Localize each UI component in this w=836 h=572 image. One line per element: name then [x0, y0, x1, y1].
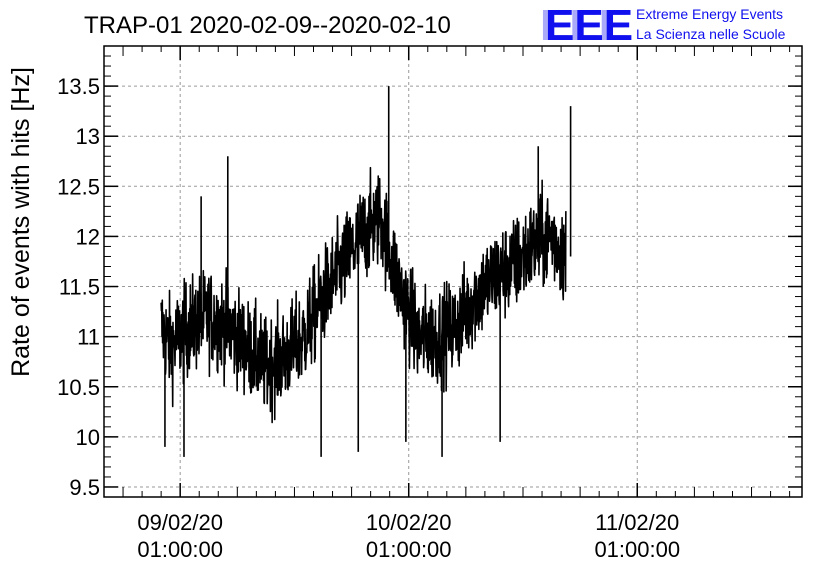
x-tick-labels: 09/02/2001:00:0010/02/2001:00:0011/02/20…: [137, 510, 680, 562]
logo-line-2: La Scienza nelle Scuole: [636, 26, 786, 42]
y-tick-label: 11.5: [59, 275, 100, 300]
y-axis-label: Rate of events with hits [Hz]: [7, 67, 35, 377]
y-tick-label: 12.5: [57, 174, 100, 199]
x-tick-date: 09/02/20: [137, 510, 223, 535]
logo-shadow: EEE: [540, 1, 628, 50]
y-tick-label: 9.5: [69, 475, 100, 500]
logo-mark: EEE: [545, 1, 633, 50]
y-tick-label: 13: [76, 124, 100, 149]
y-tick-labels: 9.5 10 10.5 11 11.5 12 12.5 13 13.5: [57, 74, 100, 500]
y-tick-label: 10: [76, 425, 100, 450]
x-tick-date: 10/02/20: [366, 510, 452, 535]
y-tick-label: 12: [76, 224, 100, 249]
x-tick-time: 01:00:00: [366, 537, 452, 562]
y-tick-label: 13.5: [57, 74, 100, 99]
series-group: [160, 86, 572, 457]
chart-title: TRAP-01 2020-02-09--2020-02-10: [84, 12, 451, 39]
logo-line-1: Extreme Energy Events: [636, 6, 783, 22]
y-tick-label: 10.5: [57, 375, 100, 400]
x-tick-time: 01:00:00: [137, 537, 223, 562]
x-tick-date: 11/02/20: [595, 510, 679, 535]
eee-logo: EEE EEE Extreme Energy Events La Scienza…: [540, 1, 786, 50]
x-tick-time: 01:00:00: [594, 537, 680, 562]
axis-ticks: [103, 46, 802, 497]
y-tick-label: 11: [77, 325, 100, 350]
plot-frame: [103, 45, 803, 498]
